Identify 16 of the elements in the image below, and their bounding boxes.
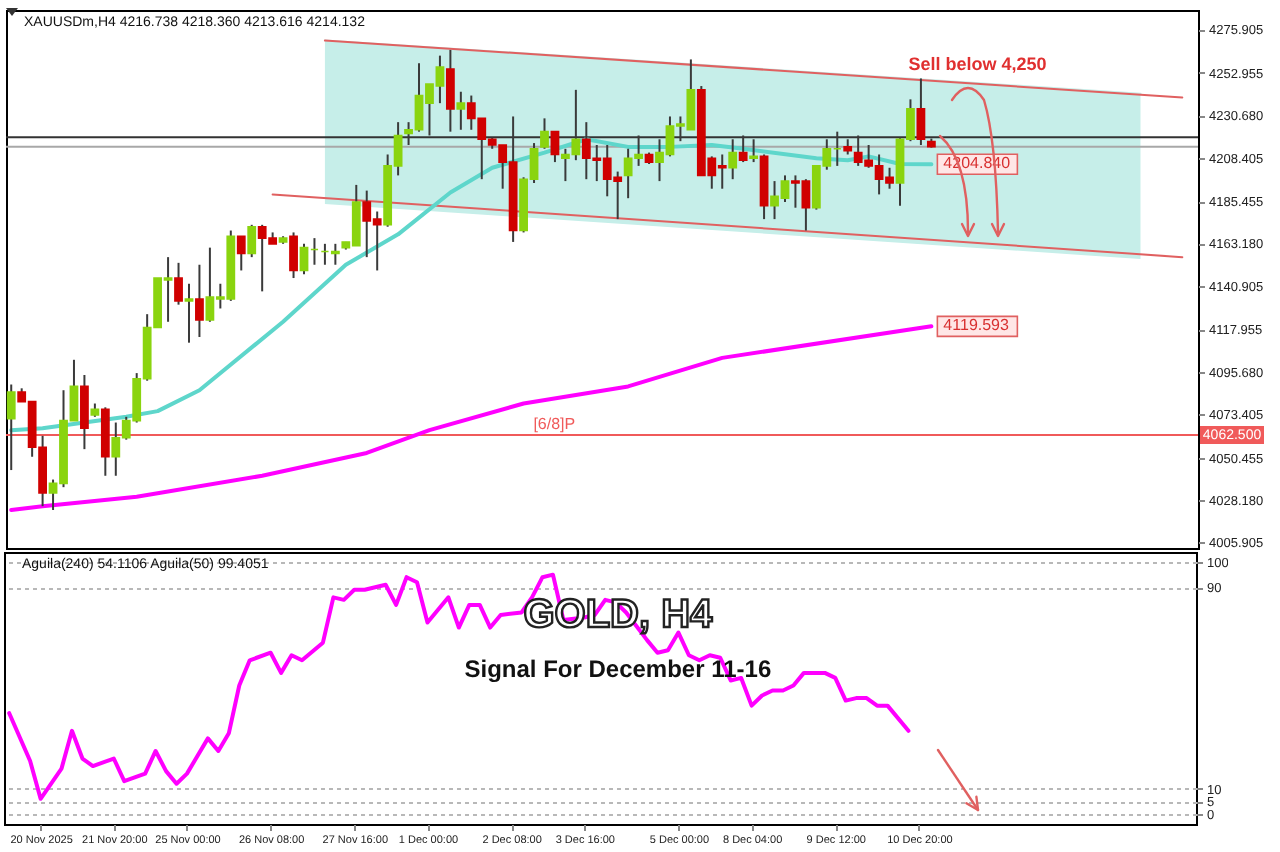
annotation: Sell below 4,250 bbox=[908, 54, 1047, 74]
candlestick bbox=[289, 231, 298, 280]
candlestick bbox=[6, 383, 16, 472]
candlestick bbox=[445, 48, 455, 133]
data-label: 4119.593 bbox=[943, 316, 1011, 335]
candlestick bbox=[247, 223, 257, 259]
ref-line-label: [6/8]P bbox=[533, 414, 576, 433]
candlestick bbox=[236, 235, 246, 272]
candlestick bbox=[100, 406, 110, 477]
candlestick bbox=[456, 90, 466, 131]
line-series bbox=[7, 572, 911, 801]
candlestick bbox=[174, 261, 183, 306]
candlestick bbox=[195, 263, 204, 338]
line-series bbox=[9, 324, 934, 512]
candlestick bbox=[80, 374, 89, 451]
candlestick bbox=[184, 282, 194, 344]
